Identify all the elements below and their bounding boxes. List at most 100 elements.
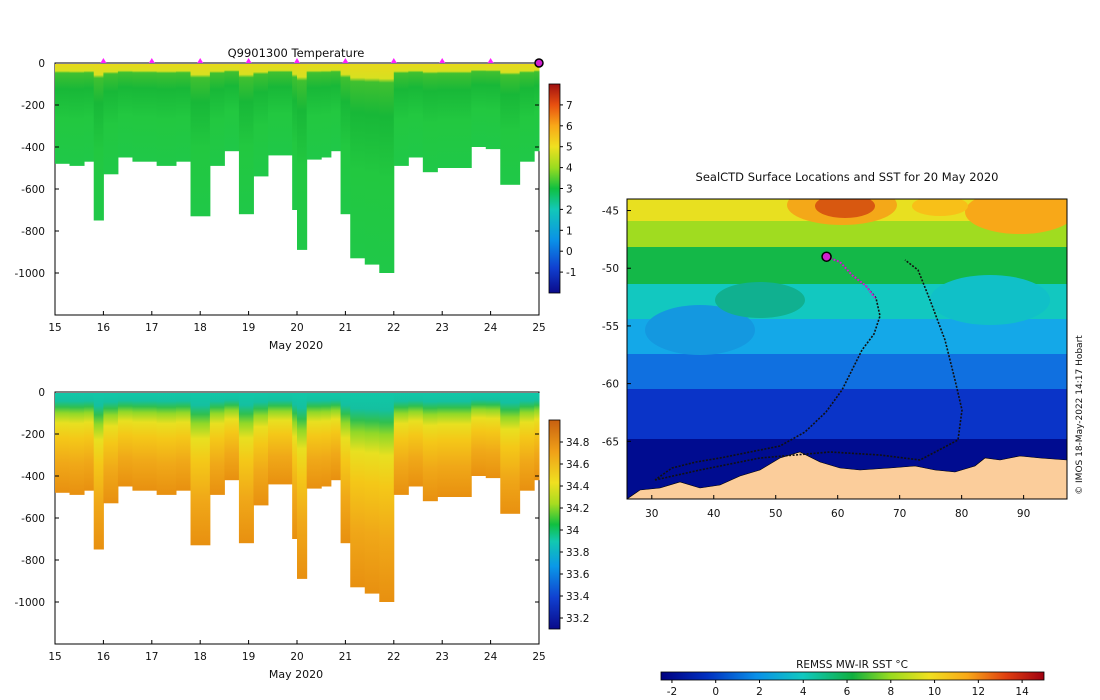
profile-column [364,393,380,594]
y-tick-label: -400 [21,471,45,483]
profile-column [117,393,133,487]
y-tick-label: -60 [602,379,619,391]
colorbar-tick-label: 4 [566,163,573,175]
profile-column [253,393,269,506]
sst-field [627,199,1067,499]
colorbar-tick-label: 4 [800,686,807,698]
temperature-title: Q9901300 Temperature [228,46,365,60]
profile-column [393,64,409,166]
profile-column [350,393,366,588]
latest-position-marker [821,251,832,262]
x-tick-label: 25 [532,651,545,663]
colorbar-tick-label: 33.8 [566,547,589,559]
profile-column [238,393,254,544]
profile-column [103,393,119,504]
map-title: SealCTD Surface Locations and SST for 20… [696,170,999,184]
salinity-y-ticks: 0 -200 -400 -600 -800 -1000 [14,387,539,609]
sst-colorbar-label: REMSS MW-IR SST °C [796,659,908,671]
colorbar-tick-label: 0 [566,246,573,258]
surface-markers [100,58,544,68]
profile-column [330,64,342,152]
colorbar-tick-label: 3 [566,184,573,196]
profile-column [500,64,521,185]
x-tick-label: 50 [769,508,782,520]
profile-column [321,393,332,487]
profile-column [437,64,453,168]
surface-marker [294,58,300,63]
profile-column [393,393,409,495]
profile-column [209,393,225,495]
x-tick-label: 15 [48,651,61,663]
y-tick-label: -50 [602,263,619,275]
profile-column [103,64,119,175]
credit-text: © IMOS 18-May-2022 14:17 Hobart [1075,335,1085,495]
colorbar-tick-label: 34 [566,525,580,537]
temperature-profiles [55,64,540,273]
x-tick-label: 18 [194,322,207,334]
colorbar-tick-label: 1 [566,225,573,237]
salinity-colorbar-ticks: 34.8 34.6 34.4 34.2 34 33.8 33.6 33.4 33.2 [560,437,590,625]
x-tick-label: 24 [484,322,498,334]
temperature-x-ticks: 15 16 17 18 19 20 21 22 23 24 25 [48,311,546,334]
x-tick-label: 16 [97,651,111,663]
recent-track [826,256,876,299]
profile-column [364,64,380,265]
x-tick-label: 20 [290,322,303,334]
colorbar-tick-label: 33.4 [566,591,590,603]
y-tick-label: -1000 [14,597,45,609]
colorbar-tick-label: 6 [844,686,851,698]
y-tick-label: -65 [602,436,619,448]
profile-column [485,393,501,479]
colorbar-tick-label: 14 [1015,686,1029,698]
temperature-y-ticks: 0 -200 -400 -600 -800 -1000 [14,58,539,280]
profile-column [117,64,133,158]
x-tick-label: 90 [1017,508,1030,520]
colorbar-tick-label: 5 [566,142,573,154]
colorbar-tick-label: 33.2 [566,613,589,625]
x-tick-label: 60 [831,508,844,520]
colorbar-tick-label: 7 [566,100,573,112]
y-tick-label: -55 [602,321,619,333]
profile-column [156,393,177,495]
profile-column [55,393,71,493]
map-panel: SealCTD Surface Locations and SST for 20… [602,170,1085,698]
colorbar-tick-label: 34.2 [566,503,589,515]
profile-column [451,393,472,497]
y-tick-label: -600 [21,513,45,525]
profile-column [379,393,395,602]
y-tick-label: 0 [38,58,45,70]
x-tick-label: 23 [436,651,449,663]
surface-marker [439,58,446,63]
surface-marker [487,58,494,63]
temperature-colorbar [548,83,561,294]
salinity-profiles [55,393,540,602]
profile-column [306,64,322,160]
profile-column [176,393,192,491]
profile-column [534,393,540,481]
profile-column [253,64,269,177]
profile-column [84,64,95,162]
profile-column [350,64,366,259]
profile-column [485,64,501,150]
profile-column [292,64,298,210]
profile-column [93,64,104,221]
y-tick-label: 0 [38,387,45,399]
profile-column [224,393,240,481]
profile-column [55,64,71,164]
colorbar-tick-label: 34.8 [566,437,589,449]
surface-marker [342,58,349,63]
sst-colorbar-ticks: -2 0 2 4 6 8 10 12 14 [667,680,1029,698]
x-tick-label: 17 [145,651,158,663]
profile-column [451,64,472,168]
x-tick-label: 23 [436,322,449,334]
colorbar-tick-label: -1 [566,267,576,279]
profile-column [519,64,535,162]
x-tick-label: 17 [145,322,158,334]
profile-column [408,393,424,487]
x-tick-label: 21 [339,651,352,663]
profile-column [471,64,487,147]
x-tick-label: 20 [290,651,303,663]
colorbar-tick-label: 0 [712,686,719,698]
profile-column [267,64,293,156]
